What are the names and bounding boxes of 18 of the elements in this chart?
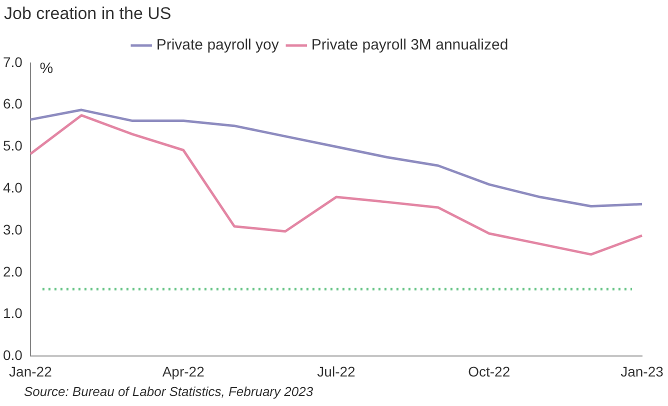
source-note: Source: Bureau of Labor Statistics, February 2023 (24, 384, 314, 399)
x-tick-label: Jan-23 (620, 363, 664, 380)
x-tick-label: Apr-22 (162, 363, 205, 380)
legend-label: Private payroll 3M annualized (311, 36, 508, 54)
y-tick-label: 4.0 (2, 180, 23, 196)
legend-label: Private payroll yoy (156, 36, 280, 54)
y-tick-label: 1.0 (2, 305, 23, 322)
y-tick-label: 2.0 (2, 263, 23, 280)
y-axis-title: % (40, 60, 54, 78)
x-tick-label: Jul-22 (317, 363, 356, 380)
x-tick-label: Jan-22 (9, 363, 52, 380)
y-tick-label: 0.0 (2, 347, 23, 364)
y-tick-label: 6.0 (2, 96, 23, 112)
y-tick-label: 3.0 (2, 221, 23, 238)
chart-title: Job creation in the US (4, 4, 172, 24)
y-tick-label: 7.0 (2, 54, 23, 70)
y-tick-label: 5.0 (2, 138, 23, 154)
x-tick-label: Oct-22 (468, 363, 510, 380)
